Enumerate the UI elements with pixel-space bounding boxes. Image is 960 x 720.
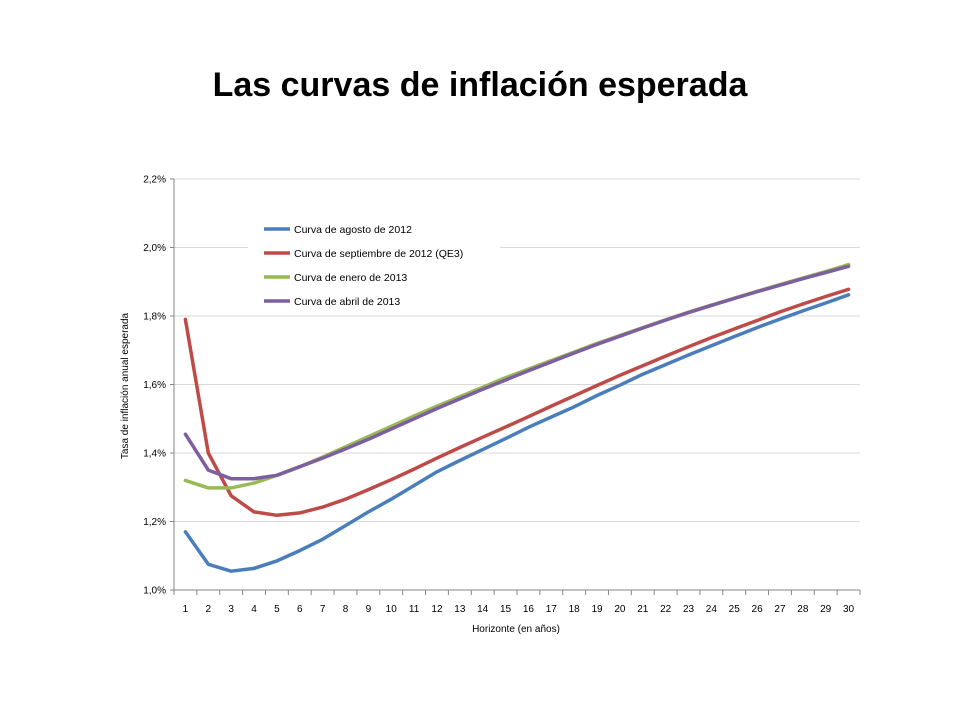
x-tick-label: 17 [546,604,558,615]
x-tick-label: 7 [320,604,326,615]
x-tick-label: 26 [752,604,764,615]
y-tick-label: 2,0% [143,243,166,254]
x-tick-label: 22 [660,604,672,615]
x-tick-label: 9 [366,604,372,615]
x-tick-label: 28 [797,604,809,615]
y-tick-label: 2,2% [143,175,166,186]
x-tick-label: 5 [274,604,280,615]
legend-label: Curva de enero de 2013 [294,272,407,284]
x-tick-label: 30 [843,604,855,615]
series-line-2 [183,287,851,518]
x-tick-label: 13 [454,604,466,615]
y-tick-label: 1,6% [143,380,166,391]
x-tick-label: 2 [206,604,212,615]
series-lines [183,262,851,573]
y-tick-label: 1,4% [143,449,166,460]
y-tick-label: 1,0% [143,586,166,597]
x-axis-ticks: 1 2 3 4 5 6 7 8 9 10 11 12 13 14 15 16 17 18 19 20 21 22 23 24 2… [173,590,861,615]
x-tick-label: 3 [228,604,234,615]
x-tick-label: 16 [523,604,535,615]
x-tick-label: 14 [477,604,489,615]
x-tick-label: 1 [183,604,189,615]
x-tick-label: 8 [343,604,349,615]
x-tick-label: 27 [774,604,786,615]
y-tick-label: 1,8% [143,312,166,323]
legend-label: Curva de agosto de 2012 [294,224,412,236]
legend-label: Curva de abril de 2013 [294,296,400,308]
legend-box [248,216,500,314]
slide-title: Las curvas de inflación esperada [212,66,748,104]
x-tick-label: 10 [386,604,398,615]
x-tick-label: 11 [409,604,420,615]
x-tick-label: 19 [591,604,603,615]
series-line-4 [183,264,851,481]
legend: Curva de agosto de 2012 Curva de septiemb… [264,224,463,308]
x-tick-label: 21 [637,604,649,615]
x-tick-label: 18 [569,604,581,615]
x-tick-label: 29 [820,604,832,615]
x-tick-label: 4 [251,604,257,615]
y-axis-ticks: 1,0% 1,2% 1,4% 1,6% 1,8% 2,0% 2,2% [143,175,174,597]
series-line-1 [183,293,851,573]
y-axis-title: Tasa de inflación anual esperada [120,312,131,459]
x-tick-label: 15 [500,604,512,615]
x-axis-title: Horizonte (en años) [472,624,560,635]
x-tick-label: 24 [706,604,718,615]
x-tick-label: 20 [614,604,626,615]
x-tick-label: 6 [297,604,303,615]
x-tick-label: 25 [729,604,741,615]
x-tick-label: 12 [431,604,443,615]
y-tick-label: 1,2% [143,517,166,528]
legend-label: Curva de septiembre de 2012 (QE3) [294,248,463,260]
x-tick-label: 23 [683,604,695,615]
gridlines [174,178,860,522]
